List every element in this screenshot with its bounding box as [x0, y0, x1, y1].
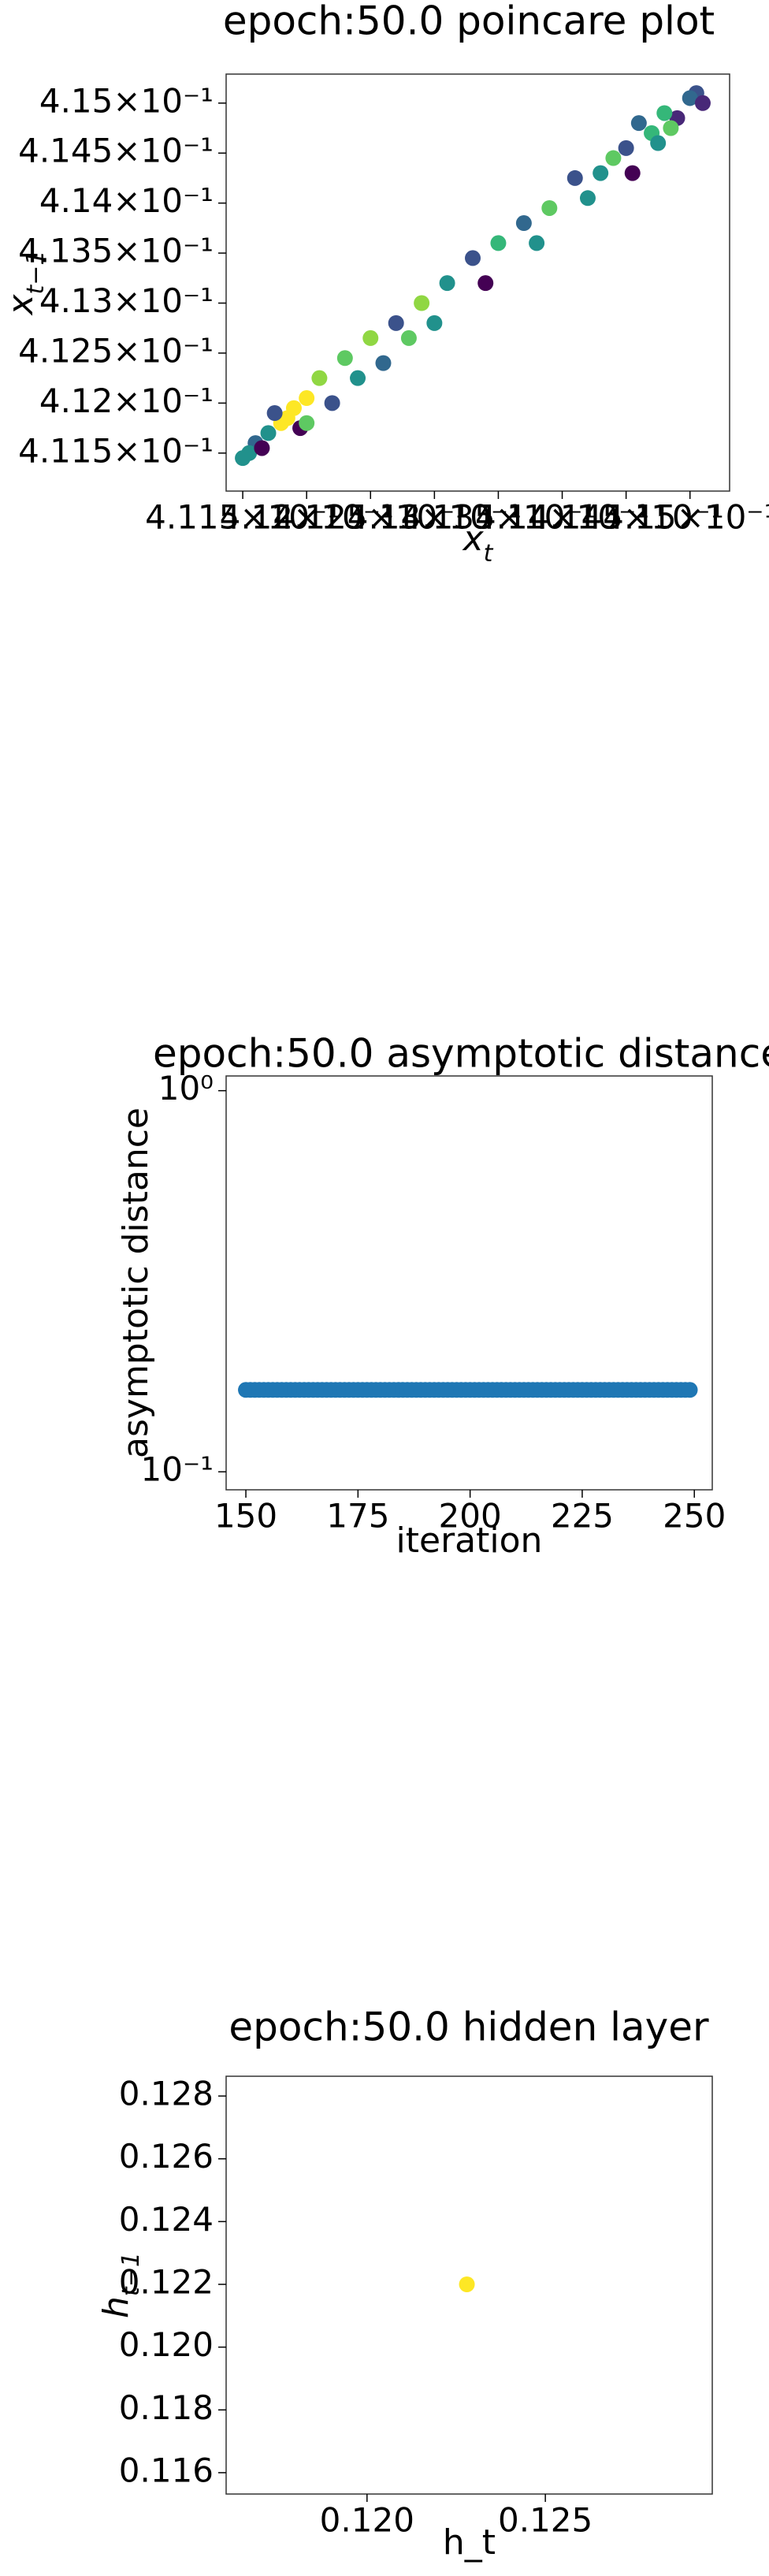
- point: [414, 295, 430, 311]
- point: [299, 415, 315, 431]
- x-tick-label: 225: [551, 1497, 614, 1536]
- plot-area: [225, 73, 730, 492]
- y-axis-label: asymptotic distance: [116, 1107, 156, 1458]
- point: [439, 275, 455, 292]
- point: [336, 350, 353, 367]
- point: [266, 405, 283, 422]
- point: [630, 115, 647, 132]
- plot-area: [225, 2075, 713, 2495]
- point: [663, 120, 679, 136]
- chart-title: epoch:50.0 poincare plot: [223, 0, 715, 44]
- point: [459, 2276, 475, 2293]
- y-tick-label: 0.124: [119, 2200, 214, 2239]
- y-tick-label: 4.15×10⁻¹: [39, 81, 214, 120]
- y-tick-label: 0.118: [119, 2388, 214, 2427]
- point: [477, 275, 494, 292]
- y-tick-label: 0.128: [119, 2075, 214, 2113]
- point: [311, 370, 328, 386]
- point: [682, 1382, 698, 1398]
- y-tick-label: 4.13×10⁻¹: [39, 281, 214, 320]
- point: [260, 425, 277, 441]
- point: [515, 215, 532, 232]
- y-axis-label: ht−1: [96, 2252, 145, 2318]
- x-tick-label: 0.120: [320, 2501, 414, 2540]
- point: [350, 370, 366, 386]
- point: [388, 315, 404, 331]
- y-tick-label: 0.126: [119, 2137, 214, 2176]
- x-tick-label: 4.12×10⁻¹: [220, 498, 394, 537]
- x-tick-label: 0.125: [498, 2501, 593, 2540]
- y-tick-label: 10⁻¹: [141, 1450, 214, 1489]
- y-tick-label: 0.120: [119, 2325, 214, 2364]
- y-axis-label-base: x: [1, 294, 41, 317]
- x-tick-label: 4.14×10⁻¹: [475, 498, 649, 537]
- point: [694, 95, 711, 111]
- x-axis-label: iteration: [396, 1521, 543, 1561]
- y-tick-label: 4.14×10⁻¹: [39, 181, 214, 220]
- x-tick-label: 4.125×10⁻¹: [273, 498, 468, 537]
- plot-area: [225, 1075, 713, 1491]
- point: [624, 165, 641, 181]
- y-tick-label: 0.116: [119, 2451, 214, 2489]
- point: [465, 250, 481, 266]
- x-tick-label: 200: [439, 1497, 502, 1536]
- y-tick-label: 4.135×10⁻¹: [18, 232, 214, 270]
- y-tick-label: 4.115×10⁻¹: [18, 431, 214, 470]
- x-axis-label-sub: t: [484, 540, 494, 568]
- x-tick-label: 4.15×10⁻¹: [603, 498, 769, 537]
- point: [682, 90, 698, 106]
- point: [400, 329, 417, 346]
- y-tick-label: 4.12×10⁻¹: [39, 382, 214, 420]
- x-axis-label: xt: [462, 519, 494, 568]
- point: [605, 150, 622, 166]
- x-axis-label-base: x: [462, 519, 485, 559]
- point: [490, 235, 507, 251]
- chart-title: epoch:50.0 asymptotic distance: [153, 1031, 769, 1077]
- point: [567, 169, 583, 186]
- chart-title: epoch:50.0 hidden layer: [228, 2005, 709, 2050]
- y-axis-label: xt−1: [1, 250, 50, 316]
- point: [529, 235, 545, 251]
- point: [235, 450, 251, 467]
- y-axis-label-sub: t−1: [117, 2252, 145, 2296]
- x-tick-label: 4.13×10⁻¹: [347, 498, 522, 537]
- y-axis-label-sub: t−1: [22, 250, 50, 294]
- y-tick-label: 4.125×10⁻¹: [18, 331, 214, 370]
- x-axis-label: h_t: [443, 2522, 496, 2563]
- point: [254, 440, 270, 456]
- point: [618, 140, 634, 156]
- x-tick-label: 150: [214, 1497, 277, 1536]
- point: [593, 165, 609, 181]
- y-axis-label-base: h: [96, 2296, 136, 2318]
- point: [656, 105, 673, 121]
- x-tick-label: 4.115×10⁻¹: [145, 498, 340, 537]
- point: [324, 395, 340, 411]
- y-tick-label: 4.145×10⁻¹: [18, 132, 214, 170]
- x-tick-label: 4.135×10⁻¹: [401, 498, 596, 537]
- y-tick-label: 0.122: [119, 2263, 214, 2302]
- point: [426, 315, 443, 331]
- y-tick-label: 10⁰: [158, 1069, 214, 1107]
- point: [299, 390, 315, 407]
- x-tick-label: 175: [326, 1497, 389, 1536]
- point: [362, 329, 379, 346]
- point: [375, 355, 392, 371]
- point: [541, 199, 558, 216]
- x-tick-label: 4.145×10⁻¹: [529, 498, 724, 537]
- point: [579, 190, 596, 207]
- x-tick-label: 250: [663, 1497, 726, 1536]
- point: [650, 135, 667, 151]
